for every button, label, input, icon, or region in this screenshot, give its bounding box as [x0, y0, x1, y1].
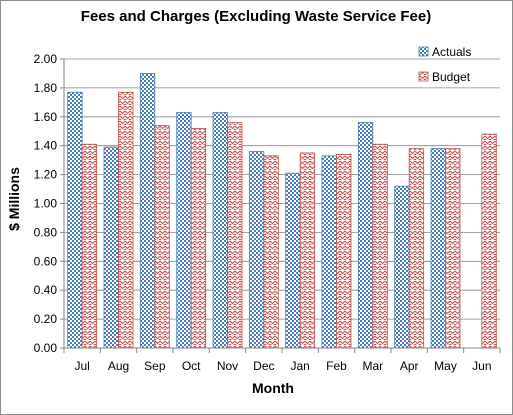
bar-budget-nov	[227, 122, 243, 349]
gridlines	[64, 58, 500, 320]
bar-actuals-feb	[321, 155, 337, 349]
y-tick-label: 0.00	[34, 341, 58, 355]
x-tick-label: Aug	[108, 359, 129, 373]
bar-actuals-sep	[139, 73, 156, 349]
bar-budget-mar	[372, 143, 388, 349]
bar-budget-aug	[118, 91, 134, 349]
y-tick-label: 1.40	[34, 139, 58, 153]
bar-budget-feb	[336, 153, 352, 349]
x-tick-label: Jun	[472, 359, 491, 373]
bar-budget-sep	[154, 125, 170, 349]
bar-actuals-oct	[176, 112, 192, 349]
legend-swatch-budget	[418, 71, 429, 82]
bar-actuals-may	[430, 148, 446, 349]
bar-actuals-nov	[212, 112, 228, 349]
y-tick-label: 1.20	[34, 168, 58, 182]
x-tick-label: Feb	[326, 359, 347, 373]
y-tick-label: 1.60	[34, 110, 58, 124]
x-tick-label: Jan	[290, 359, 309, 373]
bar-actuals-aug	[103, 146, 119, 349]
bar-actuals-mar	[357, 122, 374, 349]
y-tick-label: 0.20	[34, 312, 58, 326]
bar-budget-dec	[263, 155, 279, 349]
y-tick-label: 0.80	[34, 225, 58, 239]
x-tick-label: Jul	[74, 359, 89, 373]
bar-actuals-jan	[285, 172, 301, 349]
bar-budget-oct	[190, 127, 207, 349]
x-tick-label: May	[434, 359, 457, 373]
bar-actuals-jul	[67, 91, 83, 349]
chart-title: Fees and Charges (Excluding Waste Servic…	[81, 8, 431, 25]
legend: Actuals Budget	[418, 45, 471, 84]
y-tick-label: 0.60	[34, 254, 58, 268]
y-tick-label: 1.80	[34, 81, 58, 95]
x-tick-label: Mar	[362, 359, 383, 373]
x-axis-title: Month	[252, 380, 294, 396]
bars	[67, 73, 497, 349]
y-tick-label: 2.00	[34, 52, 58, 66]
y-tick-label: 1.00	[34, 197, 58, 211]
bar-budget-may	[445, 148, 461, 349]
x-tick-label: Nov	[217, 359, 238, 373]
x-tick-label: Dec	[253, 359, 274, 373]
y-axis-ticks: 0.00 0.20 0.40 0.60 0.80 1.00 1.20 1.40 1.60 1.80…	[34, 52, 64, 355]
bar-budget-jan	[299, 152, 316, 349]
bar-budget-apr	[408, 148, 425, 349]
bar-actuals-apr	[394, 185, 410, 349]
legend-label-budget: Budget	[432, 70, 471, 84]
y-axis-title: $ Millions	[6, 167, 22, 231]
legend-swatch-actuals	[418, 46, 429, 57]
x-axis-ticks: Jul Aug Sep Oct Nov Dec Jan Feb Mar Apr May Jun	[63, 348, 501, 373]
y-tick-label: 0.40	[34, 283, 58, 297]
x-tick-label: Sep	[144, 359, 166, 373]
bar-budget-jul	[81, 143, 98, 349]
bar-actuals-dec	[248, 151, 265, 349]
x-tick-label: Apr	[400, 359, 419, 373]
x-tick-label: Oct	[182, 359, 201, 373]
bar-budget-jun	[481, 133, 497, 349]
legend-label-actuals: Actuals	[432, 45, 471, 59]
